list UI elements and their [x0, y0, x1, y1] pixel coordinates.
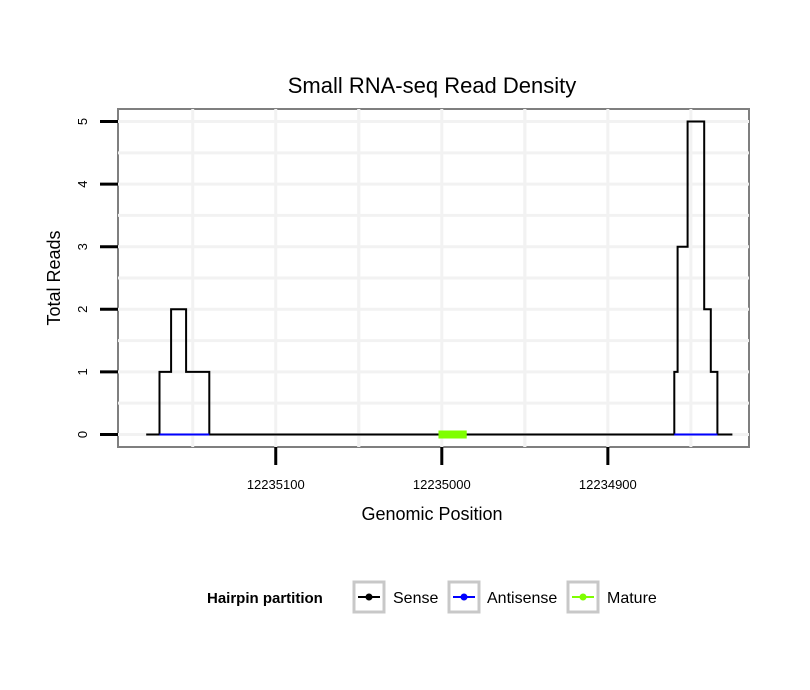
legend-label-antisense: Antisense	[487, 590, 557, 607]
y-axis-label: Total Reads	[44, 230, 64, 325]
y-tick-label: 3	[75, 243, 90, 250]
legend-label-mature: Mature	[607, 590, 657, 607]
legend-item-mature: Mature	[566, 580, 657, 614]
x-tick-label: 12234900	[579, 477, 637, 492]
y-tick-label: 4	[75, 180, 90, 187]
x-tick-label: 12235100	[247, 477, 305, 492]
y-axis: 0 1 2 3 4 5	[75, 118, 118, 438]
y-tick-label: 2	[75, 306, 90, 313]
series-line-sense	[146, 120, 733, 436]
y-tick-label: 1	[75, 368, 90, 375]
legend-swatch-point-antisense	[460, 593, 468, 601]
legend-item-sense: Sense	[352, 580, 438, 614]
legend-swatch-point-sense	[365, 593, 373, 601]
chart-title: Small RNA-seq Read Density	[288, 73, 577, 98]
series-layer	[146, 120, 733, 439]
y-tick-label: 0	[75, 431, 90, 438]
legend-label-sense: Sense	[393, 590, 438, 607]
x-tick-label: 12235000	[413, 477, 471, 492]
legend-title: Hairpin partition	[207, 590, 323, 607]
x-axis-label: Genomic Position	[361, 504, 502, 524]
y-tick-label: 5	[75, 118, 90, 125]
x-axis: 12235100 12235000 12234900	[247, 447, 637, 492]
legend: Hairpin partition Sense Antisense Mature	[207, 580, 657, 614]
legend-swatch-point-mature	[579, 593, 587, 601]
legend-item-antisense: Antisense	[447, 580, 557, 614]
